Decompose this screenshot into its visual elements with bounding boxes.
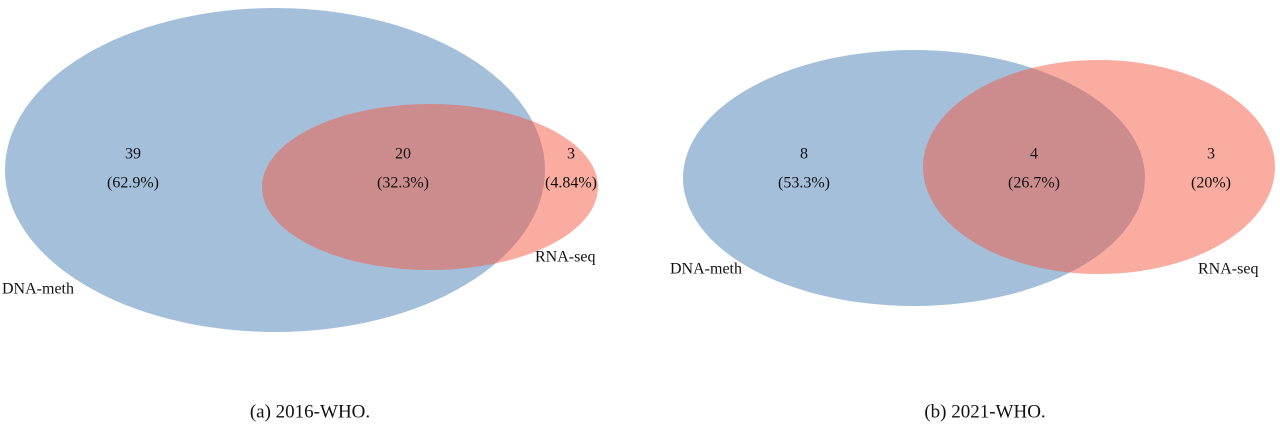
set-label: DNA-meth — [2, 281, 74, 298]
region-count: 39 — [125, 146, 141, 163]
set-label: DNA-meth — [670, 261, 742, 278]
set-ellipse — [262, 104, 598, 270]
region-share: (62.9%) — [107, 175, 159, 192]
region-count: 4 — [1030, 146, 1038, 163]
set-label: RNA-seq — [535, 249, 595, 266]
region-share: (32.3%) — [377, 175, 429, 192]
caption: (b) 2021-WHO. — [924, 401, 1045, 422]
caption: (a) 2016-WHO. — [250, 401, 370, 422]
region-share: (53.3%) — [778, 175, 830, 192]
region-count: 20 — [395, 146, 411, 163]
region-count: 3 — [567, 146, 575, 163]
set-label: RNA-seq — [1198, 261, 1258, 278]
region-share: (26.7%) — [1008, 175, 1060, 192]
set-ellipse — [923, 60, 1275, 274]
region-count: 3 — [1207, 146, 1215, 163]
region-count: 8 — [800, 146, 808, 163]
region-share: (20%) — [1191, 175, 1231, 192]
region-share: (4.84%) — [545, 175, 597, 192]
